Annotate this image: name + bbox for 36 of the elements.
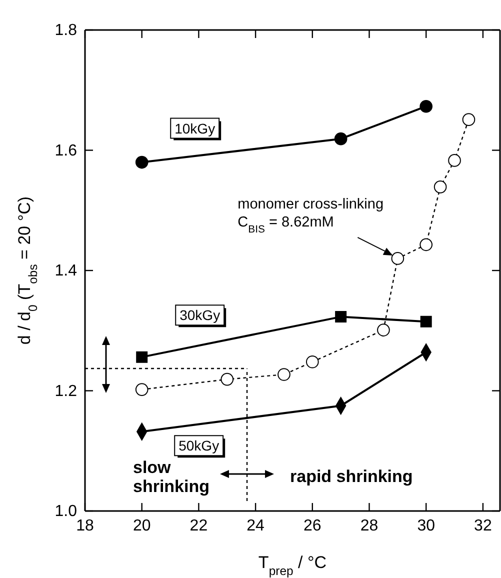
y-tick-label: 1.0 [54, 503, 78, 520]
annotation: slow shrinking [133, 458, 210, 496]
x-axis-title: T$_{prep}$ / °C [258, 553, 327, 578]
y-tick-label: 1.2 [54, 382, 78, 400]
point [420, 100, 433, 113]
point [462, 113, 476, 126]
x-tick-label: 30 [417, 517, 436, 534]
x-tick-label: 26 [304, 517, 322, 534]
point [334, 132, 348, 146]
point [391, 252, 404, 265]
point [335, 311, 347, 323]
x-tick-label: 22 [190, 517, 208, 534]
x-tick-label: 18 [76, 517, 94, 534]
series-label: 30kGy [180, 307, 220, 324]
point [136, 351, 148, 363]
point [135, 156, 148, 169]
point [135, 383, 148, 396]
point [448, 154, 461, 167]
point [278, 368, 290, 381]
point [306, 355, 319, 368]
x-tick-label: 20 [132, 517, 151, 534]
y-tick-label: 1.4 [54, 262, 78, 280]
y-tick-label: 1.6 [54, 142, 78, 160]
point [434, 180, 447, 194]
annotation: rapid shrinking [290, 467, 413, 486]
series-label: 10kGy [174, 120, 216, 136]
x-tick-label: 24 [246, 517, 265, 534]
y-tick-label: 1.8 [54, 22, 78, 40]
point [420, 316, 432, 328]
series-label: 50kGy [178, 438, 220, 454]
annotation: monomer cross-linking C$_{BIS}$ = 8.62mM [238, 196, 384, 235]
point [420, 238, 433, 252]
x-tick-label: 32 [474, 517, 492, 534]
x-tick-label: 28 [360, 517, 378, 534]
point [220, 372, 234, 386]
point [377, 324, 390, 336]
